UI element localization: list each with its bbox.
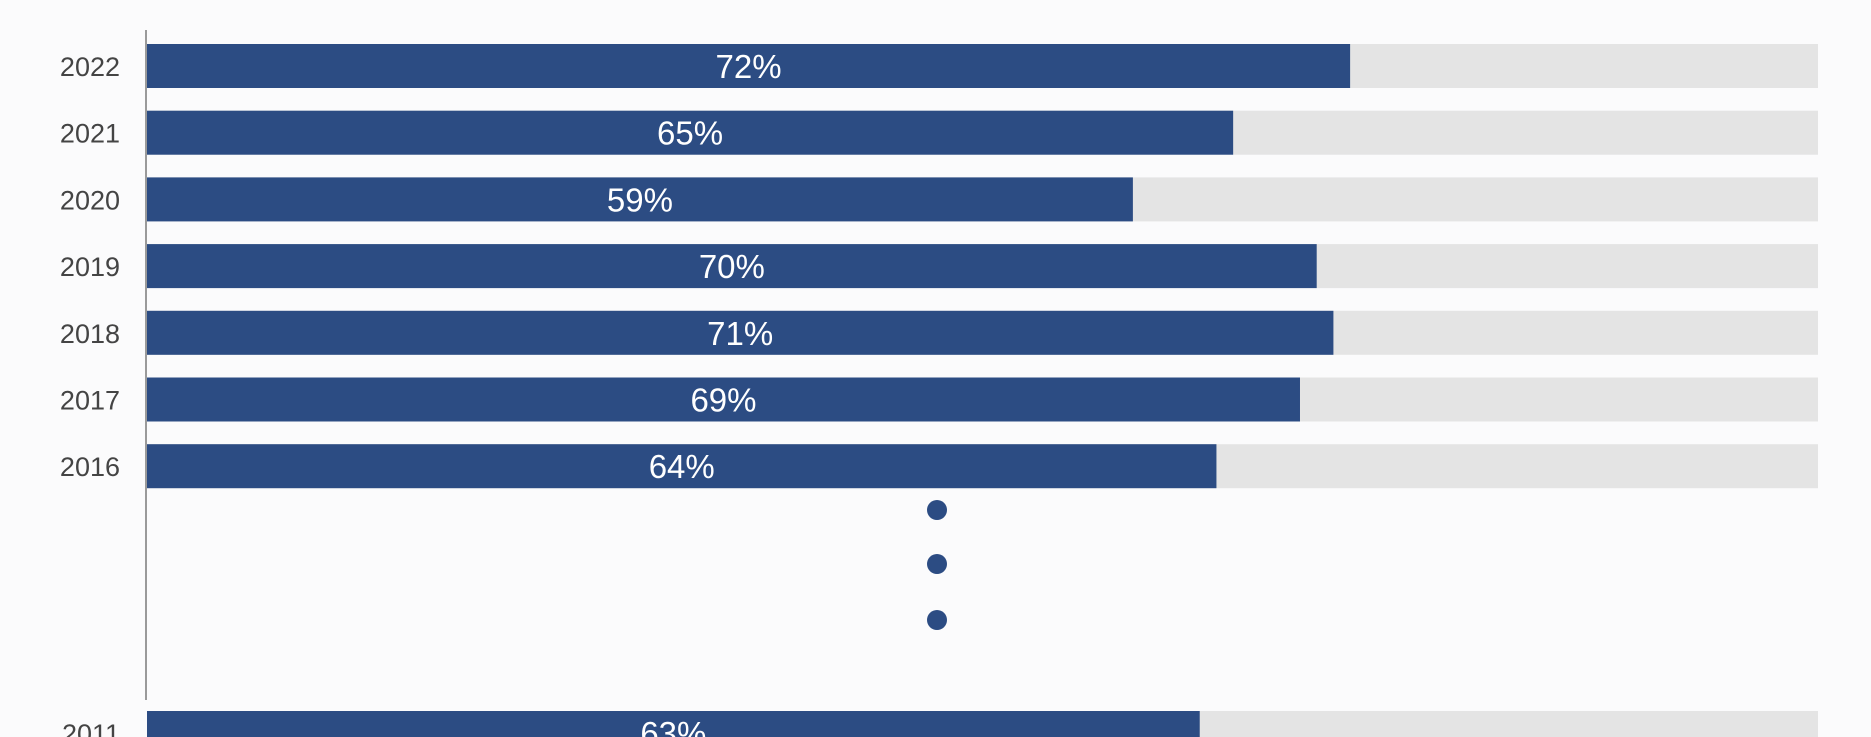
bar-row-2011: 2011 63% [62,711,1818,737]
year-label: 2021 [60,119,120,149]
bar-row-2020: 2020 59% [60,177,1818,222]
data-label: 65% [657,115,723,152]
data-label: 71% [707,315,773,352]
year-label: 2016 [60,452,120,482]
bar-row-2018: 2018 71% [60,310,1818,355]
bar [147,711,1200,737]
year-label: 2018 [60,319,120,349]
year-label: 2017 [60,386,120,416]
bar [147,177,1133,222]
ellipsis-dot [927,554,947,574]
data-label: 70% [699,248,765,285]
year-label: 2020 [60,185,120,215]
bar [147,244,1317,289]
bar [147,310,1334,355]
bar [147,444,1217,489]
bar-row-2017: 2017 69% [60,377,1818,422]
data-label: 63% [640,715,706,737]
bar [147,44,1351,88]
bar [147,110,1234,155]
year-label: 2011 [62,719,120,737]
bar-row-2021: 2021 65% [60,110,1818,155]
year-label: 2019 [60,252,120,282]
year-label: 2022 [60,52,120,82]
data-label: 69% [690,382,756,419]
bar [147,377,1300,422]
ellipsis-dot [927,610,947,630]
ellipsis-dot [927,500,947,520]
data-label: 59% [607,181,673,218]
bar-row-2016: 2016 64% [60,444,1818,489]
data-label: 72% [716,48,782,85]
bar-row-2022: 2022 72% [60,44,1818,88]
data-label: 64% [649,448,715,485]
bar-row-2019: 2019 70% [60,244,1818,289]
